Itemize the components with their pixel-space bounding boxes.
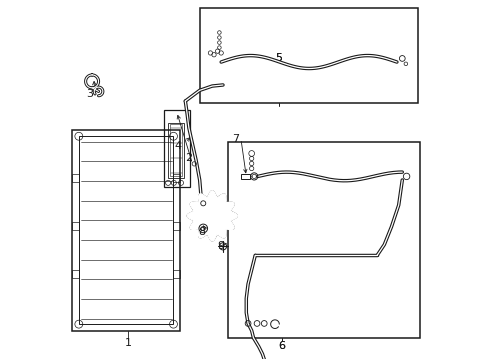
Bar: [79, 136, 173, 324]
Bar: [168, 123, 184, 178]
Bar: [169, 125, 182, 176]
Bar: [228, 142, 419, 338]
Text: 4: 4: [174, 141, 182, 151]
Text: 3: 3: [86, 89, 93, 99]
Bar: [72, 222, 79, 230]
Text: 6: 6: [278, 341, 285, 351]
Bar: [199, 8, 418, 103]
Bar: [163, 110, 189, 187]
Text: 1: 1: [124, 338, 131, 348]
Bar: [241, 174, 249, 179]
Text: 5: 5: [275, 53, 282, 63]
Text: 5: 5: [275, 53, 282, 63]
Polygon shape: [187, 191, 237, 241]
Text: 2: 2: [185, 153, 192, 163]
Text: 9: 9: [217, 241, 224, 251]
Bar: [72, 174, 79, 182]
Text: 8: 8: [198, 227, 204, 237]
Bar: [173, 270, 180, 278]
Bar: [72, 270, 79, 278]
Bar: [173, 222, 180, 230]
Bar: [72, 130, 180, 330]
Text: 7: 7: [231, 134, 239, 144]
Bar: [173, 174, 180, 182]
Text: 6: 6: [278, 341, 285, 351]
